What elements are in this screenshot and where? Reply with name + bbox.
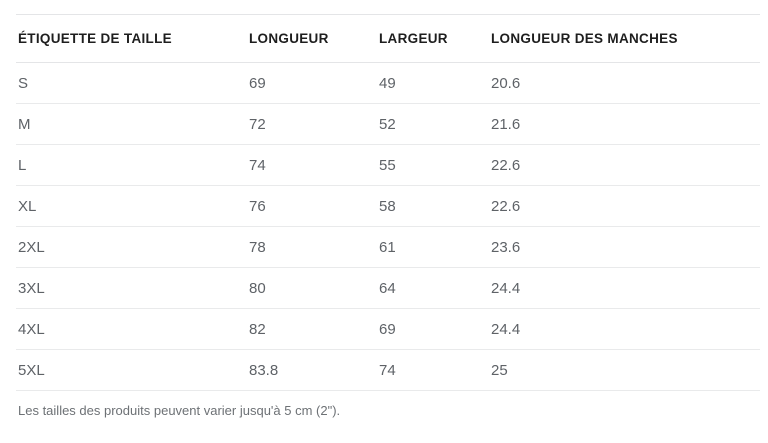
measurement-cell: 22.6 (489, 144, 760, 186)
measurement-cell: 23.6 (489, 226, 760, 268)
measurement-cell: 76 (247, 185, 377, 227)
measurement-cell: 52 (377, 103, 489, 145)
header-row: ÉTIQUETTE DE TAILLE LONGUEUR LARGEUR LON… (16, 14, 760, 63)
table-row: 2XL 78 61 23.6 (16, 226, 760, 268)
measurement-cell: 25 (489, 349, 760, 391)
measurement-cell: 74 (247, 144, 377, 186)
size-variance-note: Les tailles des produits peuvent varier … (18, 403, 341, 418)
measurement-cell: 24.4 (489, 308, 760, 350)
measurement-cell: 78 (247, 226, 377, 268)
measurement-cell: 49 (377, 62, 489, 104)
measurement-cell: 22.6 (489, 185, 760, 227)
measurement-cell: 61 (377, 226, 489, 268)
size-label-cell: XL (16, 185, 247, 227)
size-table-body: S 69 49 20.6 M 72 52 21.6 L 74 55 22.6 XL 76 58 22.6 2XL… (16, 62, 760, 391)
measurement-cell: 24.4 (489, 267, 760, 309)
measurement-cell: 74 (377, 349, 489, 391)
measurement-cell: 55 (377, 144, 489, 186)
measurement-cell: 82 (247, 308, 377, 350)
size-chart-table: ÉTIQUETTE DE TAILLE LONGUEUR LARGEUR LON… (16, 14, 760, 391)
table-row: M 72 52 21.6 (16, 103, 760, 145)
size-label-cell: 5XL (16, 349, 247, 391)
measurement-cell: 72 (247, 103, 377, 145)
header-width: LARGEUR (377, 14, 489, 63)
header-size-label: ÉTIQUETTE DE TAILLE (16, 14, 247, 63)
measurement-cell: 69 (247, 62, 377, 104)
size-label-cell: M (16, 103, 247, 145)
header-sleeve-length: LONGUEUR DES MANCHES (489, 14, 760, 63)
measurement-cell: 69 (377, 308, 489, 350)
size-label-cell: 2XL (16, 226, 247, 268)
table-row: 3XL 80 64 24.4 (16, 267, 760, 309)
size-table-header: ÉTIQUETTE DE TAILLE LONGUEUR LARGEUR LON… (16, 14, 760, 63)
table-row: 5XL 83.8 74 25 (16, 349, 760, 391)
table-row: L 74 55 22.6 (16, 144, 760, 186)
size-label-cell: S (16, 62, 247, 104)
measurement-cell: 58 (377, 185, 489, 227)
measurement-cell: 64 (377, 267, 489, 309)
size-label-cell: 3XL (16, 267, 247, 309)
measurement-cell: 83.8 (247, 349, 377, 391)
size-label-cell: L (16, 144, 247, 186)
table-row: 4XL 82 69 24.4 (16, 308, 760, 350)
measurement-cell: 80 (247, 267, 377, 309)
size-label-cell: 4XL (16, 308, 247, 350)
table-row: S 69 49 20.6 (16, 62, 760, 104)
measurement-cell: 21.6 (489, 103, 760, 145)
table-row: XL 76 58 22.6 (16, 185, 760, 227)
header-length: LONGUEUR (247, 14, 377, 63)
size-table-container: ÉTIQUETTE DE TAILLE LONGUEUR LARGEUR LON… (16, 14, 760, 391)
measurement-cell: 20.6 (489, 62, 760, 104)
